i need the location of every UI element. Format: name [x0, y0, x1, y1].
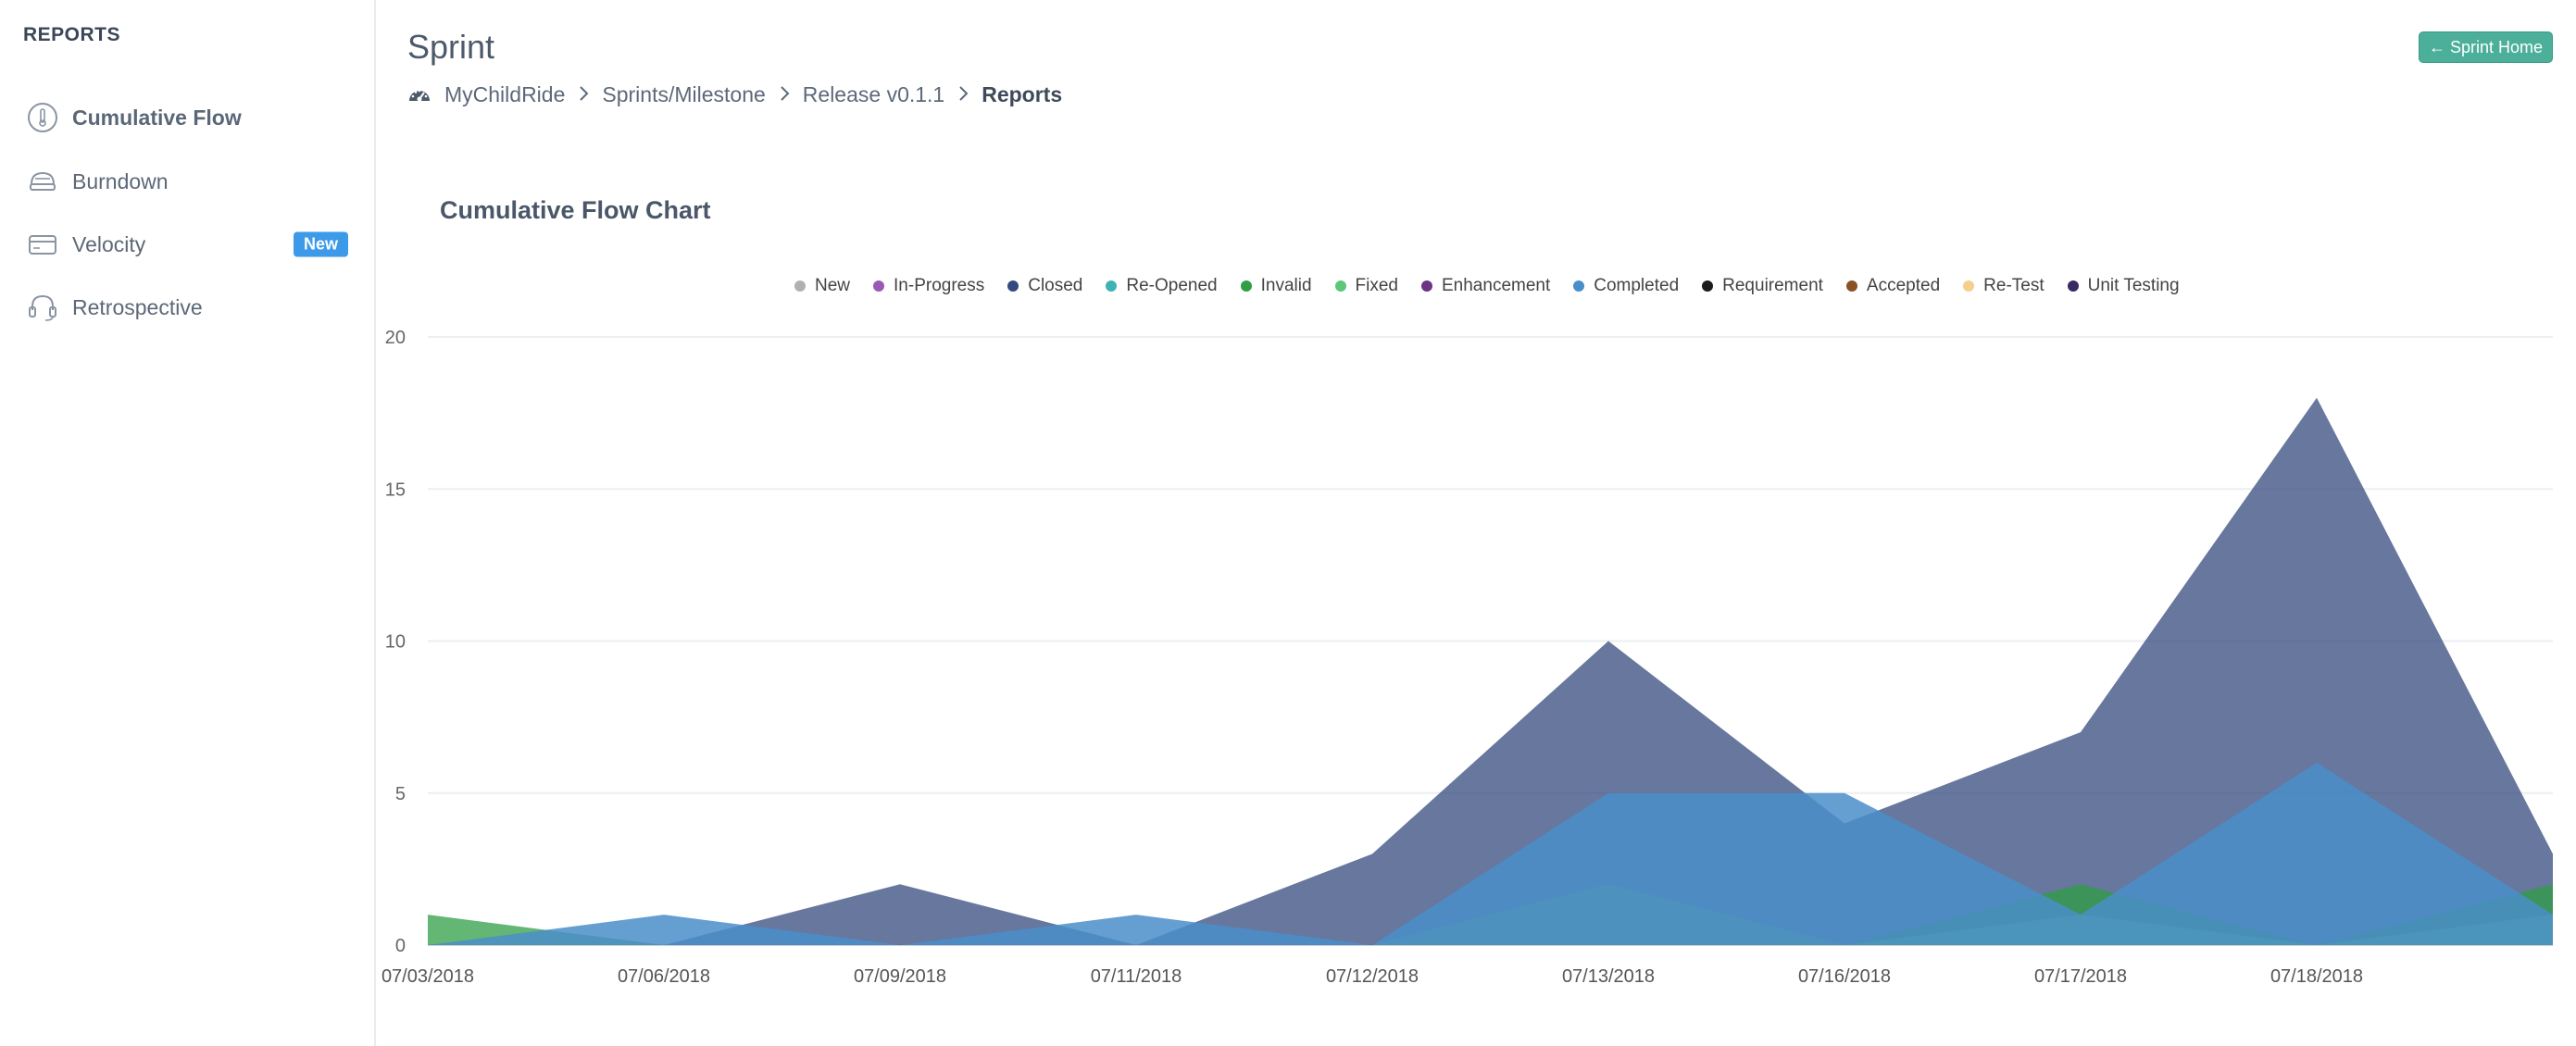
legend-label: New — [815, 276, 851, 295]
sidebar-item-label: Retrospective — [72, 294, 203, 319]
legend-label: Invalid — [1260, 276, 1312, 295]
breadcrumb-current: Reports — [982, 81, 1063, 106]
y-tick-label: 5 — [395, 784, 406, 804]
breadcrumb-sprints[interactable]: Sprints/Milestone — [602, 81, 766, 106]
page-title: Sprint — [407, 28, 495, 66]
legend-label: Closed — [1028, 276, 1083, 295]
chevron-right-icon — [944, 82, 982, 107]
legend-item-enhancement[interactable]: Enhancement — [1421, 276, 1550, 296]
y-tick-label: 10 — [385, 632, 406, 653]
thermometer-icon — [27, 102, 58, 133]
legend-item-fixed[interactable]: Fixed — [1334, 276, 1398, 296]
legend-label: Accepted — [1866, 276, 1941, 295]
legend-label: Fixed — [1355, 276, 1398, 295]
sidebar-item-label: Velocity — [72, 231, 146, 256]
legend-item-unit-testing[interactable]: Unit Testing — [2067, 276, 2180, 296]
legend-item-completed[interactable]: Completed — [1573, 276, 1679, 296]
sidebar-item-label: Burndown — [72, 168, 169, 193]
legend-dot — [873, 280, 885, 292]
legend-dot — [1334, 280, 1346, 292]
x-tick-label: 07/09/2018 — [854, 966, 946, 987]
new-badge: New — [293, 231, 348, 257]
x-tick-label: 07/12/2018 — [1326, 966, 1419, 987]
x-tick-label: 07/13/2018 — [1562, 966, 1655, 987]
legend-dot — [1963, 280, 1975, 292]
dashboard-icon — [407, 84, 431, 105]
legend-dot — [1702, 280, 1714, 292]
burndown-icon — [27, 166, 58, 197]
sidebar-item-cumulative-flow[interactable]: Cumulative Flow — [0, 92, 374, 143]
sidebar-item-label: Cumulative Flow — [72, 105, 242, 130]
chevron-right-icon — [565, 82, 602, 107]
x-tick-label: 07/18/2018 — [2270, 966, 2363, 987]
y-tick-label: 0 — [395, 936, 406, 956]
chevron-right-icon — [766, 82, 803, 107]
legend-item-closed[interactable]: Closed — [1007, 276, 1082, 296]
y-tick-label: 15 — [385, 479, 406, 500]
legend-label: Unit Testing — [2087, 276, 2180, 295]
x-tick-label: 07/03/2018 — [381, 966, 474, 987]
headset-icon — [27, 292, 58, 323]
x-tick-label: 07/17/2018 — [2034, 966, 2127, 987]
legend-item-accepted[interactable]: Accepted — [1845, 276, 1941, 296]
legend-dot — [1007, 280, 1019, 292]
card-icon — [27, 229, 58, 260]
legend-item-re-test[interactable]: Re-Test — [1963, 276, 2045, 296]
breadcrumb-release[interactable]: Release v0.1.1 — [802, 81, 945, 106]
sidebar-item-velocity[interactable]: Velocity New — [0, 218, 374, 270]
x-tick-label: 07/06/2018 — [618, 966, 710, 987]
sprint-home-button[interactable]: ← Sprint Home — [2419, 31, 2553, 63]
legend-label: Enhancement — [1442, 276, 1551, 295]
legend-dot — [794, 280, 806, 292]
chart-title: Cumulative Flow Chart — [440, 196, 711, 224]
sidebar-item-retrospective[interactable]: Retrospective — [0, 281, 374, 333]
legend-label: Re-Test — [1983, 276, 2045, 295]
legend-dot — [1573, 280, 1585, 292]
legend-dot — [1106, 280, 1118, 292]
legend-item-in-progress[interactable]: In-Progress — [873, 276, 984, 296]
x-tick-label: 07/11/2018 — [1091, 966, 1182, 987]
y-tick-label: 20 — [385, 328, 406, 348]
legend-label: Re-Opened — [1126, 276, 1218, 295]
legend-label: Requirement — [1722, 276, 1823, 295]
legend-item-new[interactable]: New — [794, 276, 850, 296]
sidebar: REPORTS Cumulative Flow Burndown Velocit… — [0, 0, 376, 1046]
breadcrumb: MyChildRide Sprints/Milestone Release v0… — [407, 81, 1062, 108]
sidebar-title: REPORTS — [23, 24, 121, 45]
legend-item-re-opened[interactable]: Re-Opened — [1106, 276, 1218, 296]
legend-dot — [1421, 280, 1432, 292]
breadcrumb-project[interactable]: MyChildRide — [444, 81, 566, 106]
legend-dot — [1845, 280, 1857, 292]
legend-dot — [1240, 280, 1252, 292]
legend-item-requirement[interactable]: Requirement — [1702, 276, 1823, 296]
legend-label: Completed — [1594, 276, 1680, 295]
legend-item-invalid[interactable]: Invalid — [1240, 276, 1312, 296]
chart-legend: New In-Progress Closed Re-Opened Invalid Fixe… — [794, 272, 2203, 300]
area-closed — [428, 397, 2553, 945]
area-completed — [428, 762, 2553, 945]
legend-dot — [2067, 280, 2079, 292]
legend-label: In-Progress — [894, 276, 985, 295]
x-tick-label: 07/16/2018 — [1798, 966, 1891, 987]
sidebar-item-burndown[interactable]: Burndown — [0, 156, 374, 207]
